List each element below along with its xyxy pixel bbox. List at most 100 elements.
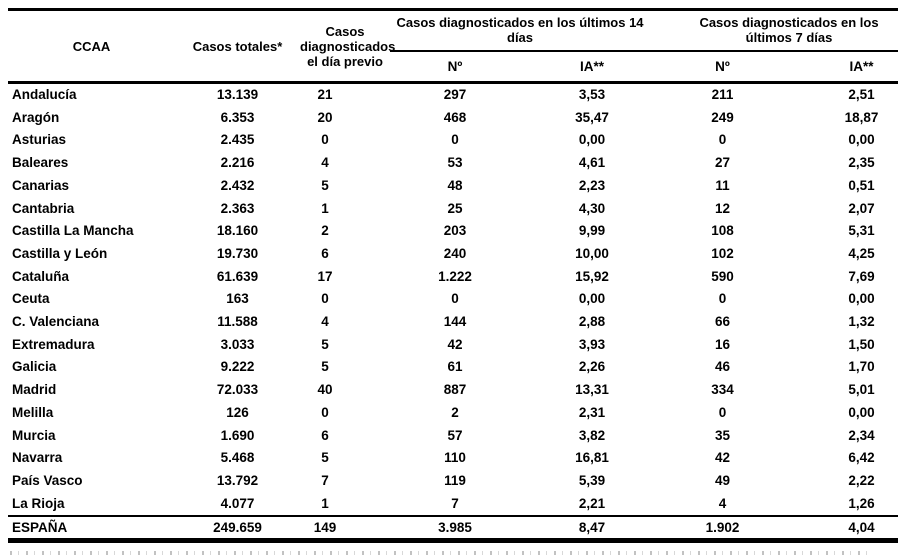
header-group-row: CCAA Casos totales* Casos diagnosticados… (8, 9, 899, 84)
total-row-ia7: 4,04 (795, 515, 899, 544)
total-row-label: ESPAÑA (8, 515, 175, 544)
previous-day-cell: 1 (321, 495, 329, 511)
table-row: Navarra 5.468 5 110 16,81 42 6,42 (8, 447, 898, 470)
previous-day-cell: 40 (317, 382, 333, 398)
n-7d-cell: 108 (711, 223, 734, 239)
region-name-cell: País Vasco (12, 472, 83, 488)
table-header: CCAA Casos totales* Casos diagnosticados… (8, 9, 899, 84)
n-14d-cell: 0 (451, 132, 459, 148)
ia-7d-cell: 5,31 (848, 223, 875, 239)
ia-14d-cell: 0,00 (578, 291, 606, 307)
region-name-cell: Navarra (12, 450, 63, 466)
n-14d-cell: 297 (443, 87, 467, 102)
ia-7d-cell: 0,00 (848, 132, 875, 148)
previous-day-cell: 4 (321, 314, 329, 330)
ia-7d-cell: 0,00 (848, 404, 875, 420)
n-7d-cell: 102 (711, 245, 734, 261)
region-name-cell: Galicia (12, 359, 57, 375)
table-row: Ceuta 163 0 0 0,00 0 0,00 (8, 288, 898, 311)
total-cases-cell: 5.468 (220, 450, 255, 466)
table-row: Melilla 126 0 2 2,31 0 0,00 (8, 402, 898, 425)
ia-7d-cell: 1,32 (848, 314, 875, 330)
n-7d-cell: 0 (718, 132, 727, 148)
previous-day-cell: 0 (321, 404, 329, 420)
previous-day-cell: 5 (321, 450, 329, 466)
ia-7d-cell: 2,51 (848, 87, 875, 102)
n-14d-cell: 42 (447, 336, 463, 352)
total-cases-cell: 163 (226, 291, 249, 307)
n-7d-cell: 590 (711, 268, 734, 284)
n-14d-cell: 61 (447, 359, 463, 375)
region-name-cell: Canarias (12, 177, 70, 193)
total-cases-cell: 126 (226, 404, 249, 420)
n-7d-cell: 35 (715, 427, 731, 443)
n-14d-cell: 53 (447, 155, 463, 171)
table-body: Andalucía 13.139 21 297 3,53 211 2,51 Ar… (8, 83, 898, 517)
ia-14d-cell: 2,23 (578, 177, 606, 193)
table-row: Cataluña 61.639 17 1.222 15,92 590 7,69 (8, 266, 898, 289)
region-name-cell: La Rioja (12, 495, 65, 511)
table-row: Galicia 9.222 5 61 2,26 46 1,70 (8, 356, 898, 379)
previous-day-cell: 17 (317, 268, 333, 284)
ia-14d-cell: 3,53 (578, 87, 606, 102)
total-cases-cell: 11.588 (217, 314, 258, 330)
total-cases-cell: 13.139 (216, 87, 259, 102)
total-row-n7: 1.902 (650, 515, 796, 544)
ia-14d-cell: 2,88 (578, 314, 606, 330)
n-7d-cell: 211 (711, 87, 734, 102)
ia-7d-cell: 2,35 (848, 155, 875, 171)
region-name-cell: C. Valenciana (12, 314, 100, 330)
total-cases-cell: 61.639 (216, 268, 259, 284)
total-cases-cell: 3.033 (220, 336, 255, 352)
n-7d-cell: 4 (718, 495, 727, 511)
total-cases-cell: 9.222 (220, 359, 255, 375)
region-name-cell: Murcia (12, 427, 56, 443)
ia-7d-cell: 0,00 (848, 291, 875, 307)
total-cases-cell: 19.730 (216, 245, 259, 261)
n-7d-cell: 12 (715, 200, 731, 216)
n-14d-cell: 7 (451, 495, 459, 511)
ia-14d-cell: 2,31 (578, 404, 606, 420)
ia-7d-cell: 2,34 (848, 427, 875, 443)
ia-14d-cell: 35,47 (575, 109, 609, 125)
region-name-cell: Melilla (12, 404, 54, 420)
ia-14d-cell: 2,21 (578, 495, 606, 511)
n-7d-cell: 334 (711, 382, 734, 398)
covid-cases-by-ccaa-table: CCAA Casos totales* Casos diagnosticados… (8, 8, 899, 544)
previous-day-cell: 2 (321, 223, 329, 239)
ia-7d-cell: 0,51 (848, 177, 875, 193)
n-14d-cell: 48 (447, 177, 463, 193)
n-7d-cell: 0 (718, 404, 727, 420)
table-row: Madrid 72.033 40 887 13,31 334 5,01 (8, 379, 898, 402)
previous-day-cell: 5 (321, 177, 329, 193)
previous-day-cell: 20 (317, 109, 333, 125)
region-name-cell: Cataluña (12, 268, 70, 284)
total-cases-cell: 2.435 (220, 132, 255, 148)
previous-day-cell: 1 (321, 200, 329, 216)
n-14d-cell: 203 (443, 223, 467, 239)
n-7d-cell: 49 (715, 472, 731, 488)
header-sub-row: Nº IA** Nº IA** (8, 50, 899, 84)
ia-14d-cell: 15,92 (575, 268, 609, 284)
total-row-total: 249.659 (175, 515, 300, 544)
previous-day-cell: 5 (321, 359, 329, 375)
total-cases-cell: 4.077 (220, 495, 255, 511)
region-name-cell: Asturias (12, 132, 67, 148)
table-row: Andalucía 13.139 21 297 3,53 211 2,51 (8, 83, 898, 107)
table-row: Asturias 2.435 0 0 0,00 0 0,00 (8, 129, 898, 152)
previous-day-cell: 0 (321, 291, 329, 307)
region-name-cell: Madrid (12, 382, 57, 398)
header-n-14d: Nº (390, 50, 520, 84)
n-7d-cell: 66 (715, 314, 731, 330)
ia-14d-cell: 10,00 (575, 245, 609, 261)
region-name-cell: Cantabria (12, 200, 75, 216)
ia-14d-cell: 16,81 (575, 450, 609, 466)
previous-day-cell: 0 (321, 132, 329, 148)
total-row: ESPAÑA 249.659 149 3.985 8,47 1.902 4,04 (8, 515, 899, 544)
ia-7d-cell: 1,26 (848, 495, 875, 511)
table-row: Castilla y León 19.730 6 240 10,00 102 4… (8, 243, 898, 266)
total-cases-cell: 18.160 (216, 223, 259, 239)
header-ia-7d: IA** (795, 50, 899, 84)
ia-7d-cell: 2,22 (848, 472, 875, 488)
n-14d-cell: 1.222 (438, 268, 472, 284)
